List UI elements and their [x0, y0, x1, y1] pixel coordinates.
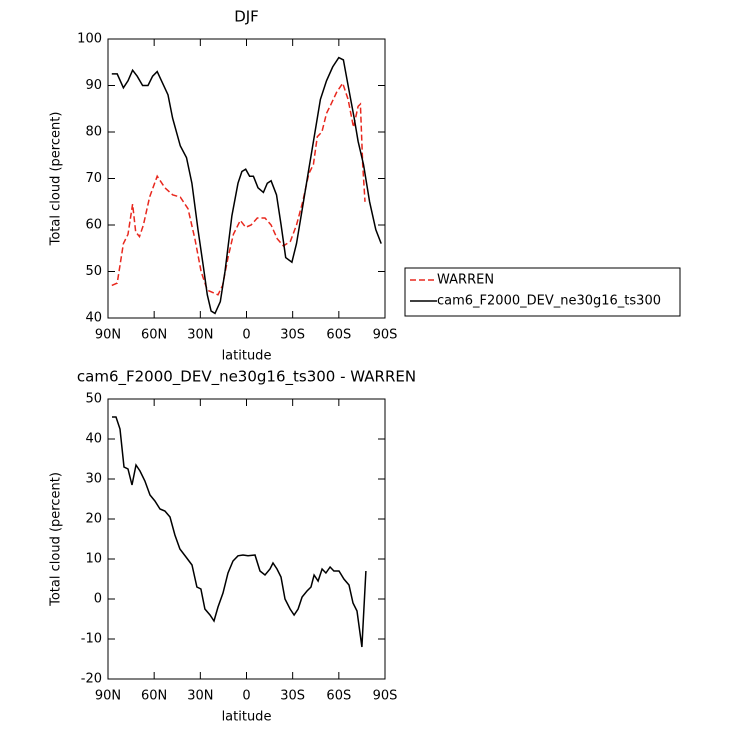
- data-line: [111, 81, 366, 296]
- x-tick-label: 90S: [373, 328, 398, 343]
- x-tick-label: 60S: [326, 689, 351, 704]
- chart-title: DJF: [234, 8, 259, 26]
- chart-title: cam6_F2000_DEV_ne30g16_ts300 - WARREN: [77, 368, 416, 387]
- data-line: [112, 416, 367, 648]
- y-tick-label: 70: [85, 171, 102, 186]
- x-tick-label: 30S: [280, 328, 305, 343]
- legend-box: [404, 267, 681, 317]
- y-tick-label: -10: [81, 632, 102, 647]
- y-tick-label: 10: [85, 552, 102, 567]
- y-axis-label: Total cloud (percent): [49, 112, 64, 247]
- x-tick-label: 0: [242, 689, 250, 704]
- legend-label: WARREN: [437, 273, 494, 288]
- x-tick-label: 0: [242, 328, 250, 343]
- x-tick-label: 30N: [187, 328, 213, 343]
- x-tick-label: 60N: [141, 328, 167, 343]
- y-tick-label: 50: [85, 392, 102, 407]
- y-tick-label: 80: [85, 125, 102, 140]
- legend-label: cam6_F2000_DEV_ne30g16_ts300: [437, 294, 661, 309]
- y-tick-label: 40: [85, 311, 102, 326]
- x-tick-label: 60S: [326, 328, 351, 343]
- y-tick-label: 100: [77, 32, 102, 47]
- x-tick-label: 30S: [280, 689, 305, 704]
- x-tick-label: 90S: [373, 689, 398, 704]
- data-line: [111, 56, 382, 315]
- x-axis-label: latitude: [222, 710, 272, 725]
- y-tick-label: 20: [85, 512, 102, 527]
- plot-frame: [107, 398, 386, 680]
- y-tick-label: 0: [94, 592, 102, 607]
- x-axis-label: latitude: [222, 349, 272, 364]
- x-tick-label: 90N: [95, 328, 121, 343]
- y-tick-label: 90: [85, 78, 102, 93]
- x-tick-label: 90N: [95, 689, 121, 704]
- y-tick-label: 50: [85, 264, 102, 279]
- x-tick-label: 60N: [141, 689, 167, 704]
- y-tick-label: 60: [85, 218, 102, 233]
- y-tick-label: 30: [85, 472, 102, 487]
- y-axis-label: Total cloud (percent): [49, 472, 64, 607]
- x-tick-label: 30N: [187, 689, 213, 704]
- y-tick-label: 40: [85, 432, 102, 447]
- y-tick-label: -20: [81, 672, 102, 687]
